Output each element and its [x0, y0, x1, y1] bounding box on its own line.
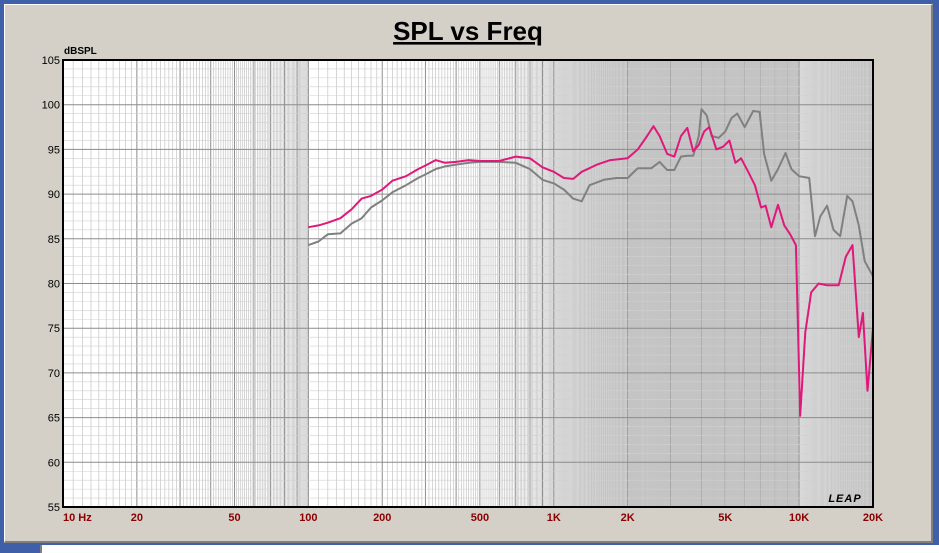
grid [63, 60, 873, 507]
x-tick-label: 500 [471, 512, 489, 524]
chart-title: SPL vs Freq [393, 16, 543, 46]
x-tick-label: 50 [228, 512, 240, 524]
series-group [308, 108, 874, 417]
x-tick-label: 20 [131, 512, 143, 524]
x-tick-label: 1K [547, 512, 561, 524]
x-tick-label: 5K [718, 512, 732, 524]
x-tick-label: 10K [789, 512, 809, 524]
x-tick-label: 100 [299, 512, 317, 524]
x-tick-label: 2K [621, 512, 635, 524]
y-tick-label: 60 [48, 457, 60, 469]
x-tick-labels: 10 Hz 20 50 100 200 500 1K 2K 5K 10K 20K [63, 512, 883, 524]
x-tick-label: 20K [863, 512, 883, 524]
y-tick-label: 70 [48, 368, 60, 380]
y-tick-label: 75 [48, 323, 60, 335]
y-tick-label: 55 [48, 502, 60, 514]
y-tick-labels: 105 100 95 90 85 80 75 70 65 60 55 [42, 55, 60, 514]
y-tick-label: 105 [42, 55, 60, 67]
x-tick-label: 10 Hz [63, 512, 92, 524]
y-tick-label: 80 [48, 279, 60, 291]
y-tick-label: 95 [48, 144, 60, 156]
y-tick-label: 90 [48, 189, 60, 201]
x-tick-label: 200 [373, 512, 391, 524]
y-tick-label: 65 [48, 413, 60, 425]
series-line [308, 108, 874, 277]
y-tick-label: 100 [42, 100, 60, 112]
status-strip [40, 545, 939, 553]
y-tick-label: 85 [48, 234, 60, 246]
y-axis-label: dBSPL [64, 46, 97, 57]
leap-watermark: LEAP [828, 493, 861, 505]
series-line [308, 125, 874, 417]
plot-frame [62, 59, 874, 508]
